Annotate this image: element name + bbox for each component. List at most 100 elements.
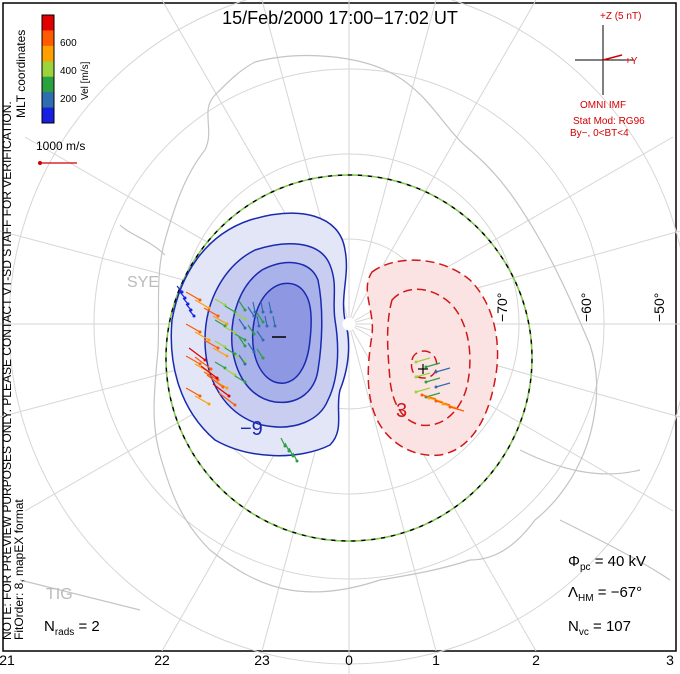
velocity-vector-origin [233, 352, 237, 356]
velocity-vector [238, 300, 246, 311]
velocity-vector [449, 406, 465, 412]
velocity-vector [247, 306, 255, 317]
velocity-vector [185, 387, 201, 397]
velocity-vector [256, 315, 260, 327]
velocity-vector-origin [227, 394, 231, 398]
velocity-vector-origin [448, 405, 452, 409]
lat-label-50: −50° [651, 292, 667, 322]
velocity-vector-origin [243, 362, 247, 366]
velocity-vector-origin [295, 459, 299, 463]
velocity-vector [218, 392, 236, 406]
velocity-vector [247, 342, 255, 353]
velocity-vector-origin [198, 394, 202, 398]
velocity-vector [194, 395, 210, 405]
velocity-vector [212, 315, 228, 325]
velocity-vector-origin [434, 399, 438, 403]
velocity-vector-origin [223, 324, 227, 328]
fit-order-note: FitOrder: 8, mapEX format [12, 499, 26, 640]
lat-label-70: −70° [494, 292, 510, 322]
colorbar-segment [42, 45, 54, 62]
velocity-vector [234, 312, 246, 320]
velocity-vector [268, 301, 272, 313]
velocity-vector-origin [269, 310, 273, 314]
colorbar-frame [41, 14, 55, 124]
velocity-vector [234, 354, 246, 362]
velocity-vector-origin [252, 350, 256, 354]
velocity-vector [224, 305, 236, 313]
velocity-vector-origin [223, 303, 227, 307]
imf-source: OMNI IMF [580, 100, 627, 111]
mlt-coordinates-label: MLT coordinates [14, 29, 28, 118]
velocity-vector-origin [207, 306, 211, 310]
contour-label-positive: 3 [396, 400, 408, 422]
velocity-vector [238, 354, 246, 365]
velocity-colorbar [41, 14, 55, 124]
colorbar-tick-200: 200 [60, 94, 77, 105]
velocity-vector [435, 367, 451, 373]
velocity-vector-origin [243, 317, 247, 321]
velocity-vector-origin [198, 362, 202, 366]
hmb-boundary-green [165, 174, 533, 542]
velocity-vector-origin [198, 330, 202, 334]
velocity-vector [203, 307, 219, 317]
velocity-vector [256, 348, 264, 359]
velocity-vector-origin [252, 314, 256, 318]
velocity-vector [256, 330, 264, 341]
velocity-vector [234, 375, 246, 383]
colorbar-segment [42, 76, 54, 93]
velocity-vector-origin [233, 403, 237, 407]
velocity-vector [185, 323, 201, 333]
velocity-vector [203, 339, 219, 349]
velocity-vector [415, 387, 431, 393]
velocity-vector [214, 340, 226, 348]
velocity-vector [224, 368, 236, 376]
imf-vector [602, 54, 623, 61]
velocity-vector-origin [243, 338, 247, 342]
stat-n-rads: Nrads = 2 [44, 618, 100, 638]
velocity-vector-origin [414, 390, 418, 394]
velocity-vector-origin [265, 324, 269, 328]
imf-scale-label: +Z (5 nT) [600, 11, 642, 22]
velocity-vector-origin [434, 385, 438, 389]
velocity-vector-origin [221, 385, 225, 389]
velocity-vector [194, 299, 210, 309]
plot-frame [2, 2, 677, 652]
velocity-vector-origin [414, 360, 418, 364]
coastline [19, 54, 671, 611]
velocity-vector [194, 356, 212, 370]
velocity-vector-origin [261, 356, 265, 360]
velocity-vector-origin [424, 365, 428, 369]
velocity-vector [214, 361, 226, 369]
stat-n-vc: Nvc = 107 [568, 618, 631, 638]
velocity-vector-origin [420, 393, 424, 397]
colorbar-segment [42, 107, 54, 124]
velocity-vectors [176, 285, 465, 463]
velocity-vector-origin [434, 370, 438, 374]
mlt-tick-3: 3 [666, 652, 674, 668]
velocity-vector [260, 301, 264, 313]
velocity-vector-origin [209, 367, 213, 371]
site-label-sye: SYE [127, 274, 160, 291]
velocity-vector-origin [253, 310, 257, 314]
imf-condition: By−, 0<BT<4 [570, 128, 629, 139]
velocity-vector [214, 298, 226, 306]
velocity-vector [425, 377, 441, 383]
map-title: 15/Feb/2000 17:00−17:02 UT [222, 8, 458, 28]
velocity-vector [252, 301, 256, 313]
velocity-vector [415, 357, 431, 363]
colorbar-segment [42, 30, 54, 47]
mlt-tick-23: 23 [254, 652, 270, 668]
velocity-vector-origin [215, 376, 219, 380]
mlt-tick-21: 21 [0, 652, 15, 668]
velocity-vector-origin [261, 320, 265, 324]
velocity-vector-origin [243, 308, 247, 312]
imf-y-label: +Y [625, 56, 638, 67]
velocity-vector-origin [225, 354, 229, 358]
velocity-vector-origin [243, 380, 247, 384]
velocity-vector [264, 315, 268, 327]
pole-marker [342, 317, 356, 331]
stat-lambda-hm: ΛHM = −67° [568, 584, 643, 604]
reference-vector-dot [38, 161, 42, 165]
velocity-vector [435, 382, 451, 388]
mlt-tick-22: 22 [154, 652, 170, 668]
